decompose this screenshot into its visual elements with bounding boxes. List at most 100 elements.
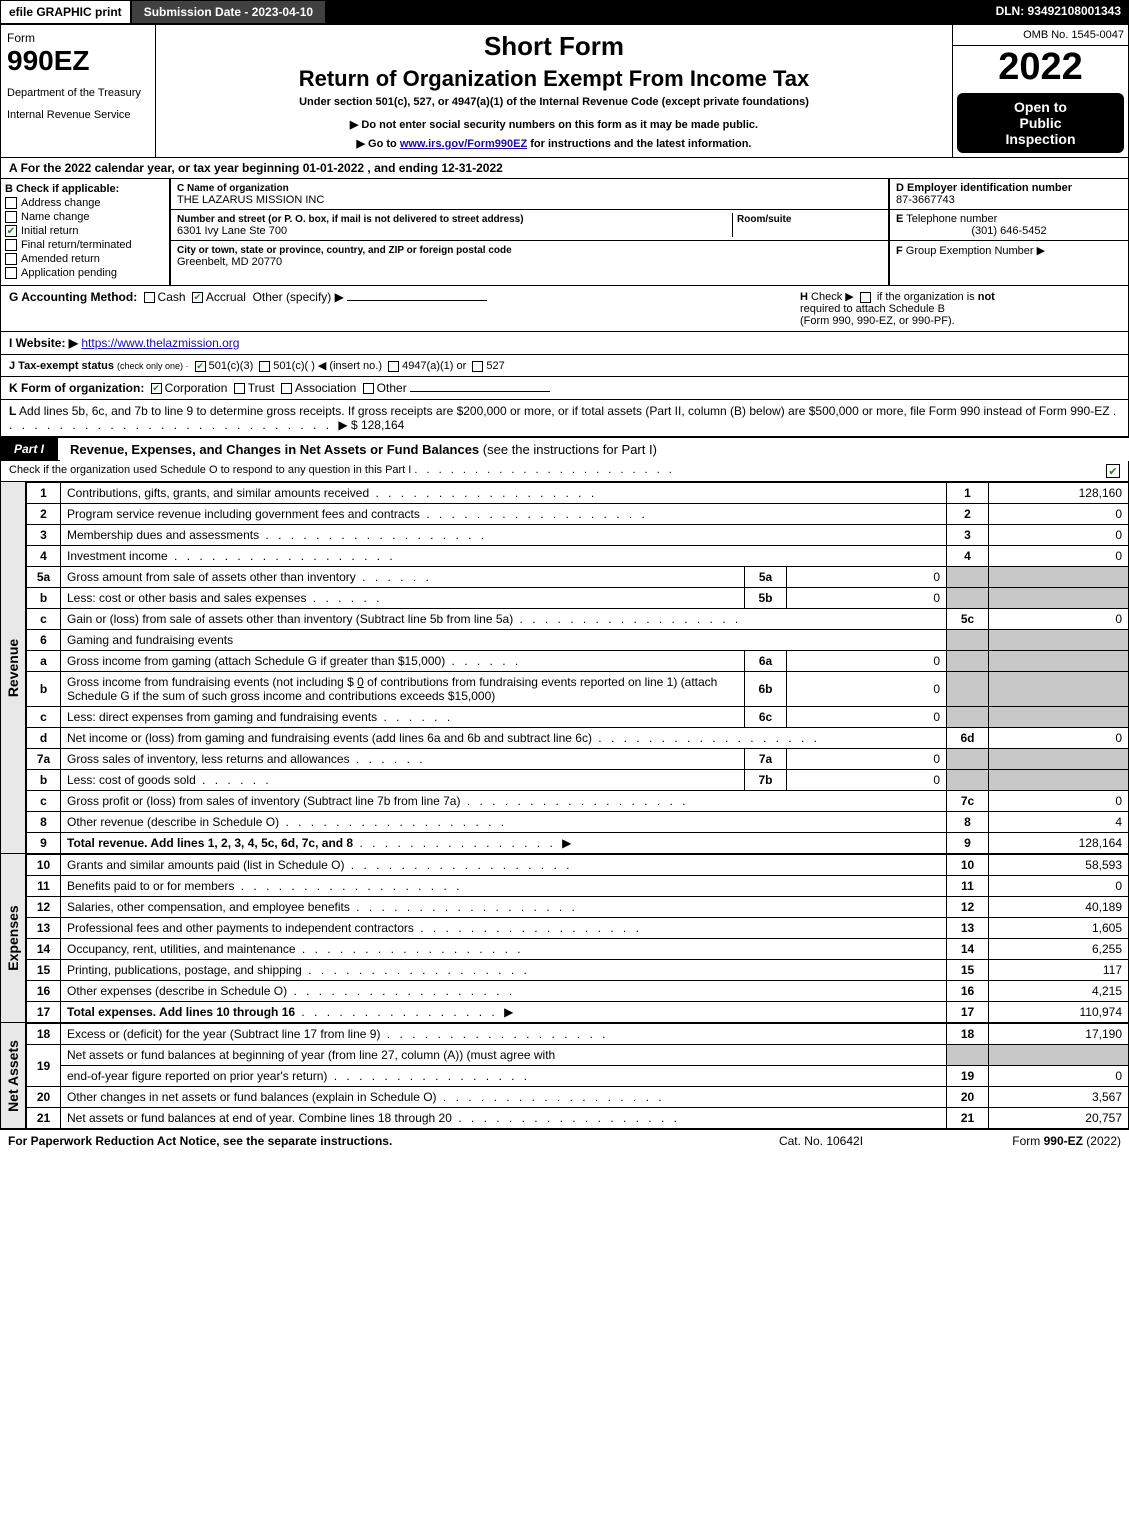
checkbox-row: Initial return [5,225,165,237]
submission-date-badge: Submission Date - 2023-04-10 [131,0,326,24]
expenses-table: 10Grants and similar amounts paid (list … [26,854,1129,1023]
checkbox[interactable] [5,267,17,279]
part-i-paren: (see the instructions for Part I) [483,442,657,457]
table-row: 16Other expenses (describe in Schedule O… [27,981,1129,1002]
form-prefix: Form [1012,1134,1043,1148]
part-i-tab: Part I [0,438,60,460]
k-o2: Trust [248,381,275,395]
table-row: 21Net assets or fund balances at end of … [27,1108,1129,1129]
table-row: bLess: cost or other basis and sales exp… [27,588,1129,609]
col-b-checkboxes: B Check if applicable: Address changeNam… [1,179,171,285]
accrual-checkbox[interactable] [192,292,203,303]
dept-treasury: Department of the Treasury [7,87,149,99]
catalog-number: Cat. No. 10642I [721,1134,921,1148]
table-row: 17Total expenses. Add lines 10 through 1… [27,1002,1129,1023]
h-text3: required to attach Schedule B [800,303,945,315]
cash-checkbox[interactable] [144,292,155,303]
table-row: 9Total revenue. Add lines 1, 2, 3, 4, 5c… [27,833,1129,854]
website-link[interactable]: https://www.thelazmission.org [81,336,239,350]
j-o3: 4947(a)(1) or [402,360,466,372]
row-g-accounting: G Accounting Method: Cash Accrual Other … [0,286,1129,332]
org-info-block: B Check if applicable: Address changeNam… [0,179,1129,286]
table-row: 14Occupancy, rent, utilities, and mainte… [27,939,1129,960]
col-b-letter: B [5,183,13,195]
no-ssn-notice: ▶ Do not enter social security numbers o… [162,118,946,131]
ein-row: D Employer identification number 87-3667… [890,179,1128,210]
efile-print-button[interactable]: efile GRAPHIC print [0,0,131,24]
goto-link[interactable]: www.irs.gov/Form990EZ [400,138,527,150]
h-text2: if the organization is [874,291,978,303]
street-label: Number and street (or P. O. box, if mail… [177,214,524,225]
k-o3: Association [295,381,356,395]
table-row: 3Membership dues and assessments . . . .… [27,525,1129,546]
assoc-checkbox[interactable] [281,383,292,394]
table-row: 20Other changes in net assets or fund ba… [27,1087,1129,1108]
row-j-tax-exempt: J Tax-exempt status (check only one) · 5… [0,355,1129,377]
table-row: 4Investment income . . . . . . . . . . .… [27,546,1129,567]
checkbox[interactable] [5,225,17,237]
j-o4: 527 [486,360,504,372]
tel-row: E Telephone number (301) 646-5452 [890,210,1128,241]
form-990ez: 990-EZ [1044,1134,1083,1148]
tel-label: Telephone number [906,213,997,225]
group-row: F Group Exemption Number ▶ [890,241,1128,260]
form-header: Form 990EZ Department of the Treasury In… [0,24,1129,158]
table-row: aGross income from gaming (attach Schedu… [27,651,1129,672]
f-letter: F [896,245,903,257]
501c3-checkbox[interactable] [195,361,206,372]
revenue-section: Revenue 1Contributions, gifts, grants, a… [0,482,1129,854]
part-i-sub-text: Check if the organization used Schedule … [9,464,411,476]
checkbox[interactable] [5,197,17,209]
goto-instructions: ▶ Go to www.irs.gov/Form990EZ for instru… [162,137,946,150]
part-i-title-row: Revenue, Expenses, and Changes in Net As… [60,437,1129,461]
goto-suffix: for instructions and the latest informat… [527,138,751,150]
table-row: 6Gaming and fundraising events [27,630,1129,651]
omb-number: OMB No. 1545-0047 [953,25,1128,46]
h-checkbox[interactable] [860,292,871,303]
checkbox-label: Application pending [21,267,117,279]
table-row: 1Contributions, gifts, grants, and simil… [27,483,1129,504]
4947-checkbox[interactable] [388,361,399,372]
part-i-header: Part I Revenue, Expenses, and Changes in… [0,437,1129,461]
tax-year: 2022 [953,46,1128,89]
open-line3: Inspection [963,131,1118,147]
checkbox[interactable] [5,211,17,223]
d-letter: D [896,182,904,194]
table-row: dNet income or (loss) from gaming and fu… [27,728,1129,749]
corp-checkbox[interactable] [151,383,162,394]
other-checkbox[interactable] [363,383,374,394]
tel-value: (301) 646-5452 [896,225,1122,237]
k-o1: Corporation [165,381,228,395]
col-c-org: C Name of organization THE LAZARUS MISSI… [171,179,888,285]
trust-checkbox[interactable] [234,383,245,394]
city-value: Greenbelt, MD 20770 [177,256,282,268]
top-bar: efile GRAPHIC print Submission Date - 20… [0,0,1129,24]
l-letter: L [9,404,16,418]
part-i-sub: Check if the organization used Schedule … [0,461,1129,482]
checkbox[interactable] [5,253,17,265]
table-row: 13Professional fees and other payments t… [27,918,1129,939]
501c-checkbox[interactable] [259,361,270,372]
checkbox-label: Initial return [21,225,78,237]
header-mid: Short Form Return of Organization Exempt… [156,25,953,157]
l-amount: ▶ $ 128,164 [338,418,404,432]
netassets-sidelabel: Net Assets [0,1023,26,1129]
checkbox-label: Final return/terminated [21,239,132,251]
schedule-o-checkbox[interactable]: ✔ [1106,464,1120,478]
header-left: Form 990EZ Department of the Treasury In… [1,25,156,157]
table-row: end-of-year figure reported on prior yea… [27,1066,1129,1087]
k-o4: Other [377,381,407,395]
revenue-table: 1Contributions, gifts, grants, and simil… [26,482,1129,854]
netassets-table: 18Excess or (deficit) for the year (Subt… [26,1023,1129,1129]
checkbox-label: Amended return [21,253,100,265]
table-row: 2Program service revenue including gover… [27,504,1129,525]
name-label: Name of organization [187,183,289,194]
527-checkbox[interactable] [472,361,483,372]
col-d-ids: D Employer identification number 87-3667… [888,179,1128,285]
page-footer: For Paperwork Reduction Act Notice, see … [0,1129,1129,1152]
street-row: Number and street (or P. O. box, if mail… [171,210,888,241]
l-text: Add lines 5b, 6c, and 7b to line 9 to de… [19,404,1110,418]
checkbox[interactable] [5,239,17,251]
row-k-form-of-org: K Form of organization: Corporation Trus… [0,377,1129,400]
checkbox-row: Application pending [5,267,165,279]
